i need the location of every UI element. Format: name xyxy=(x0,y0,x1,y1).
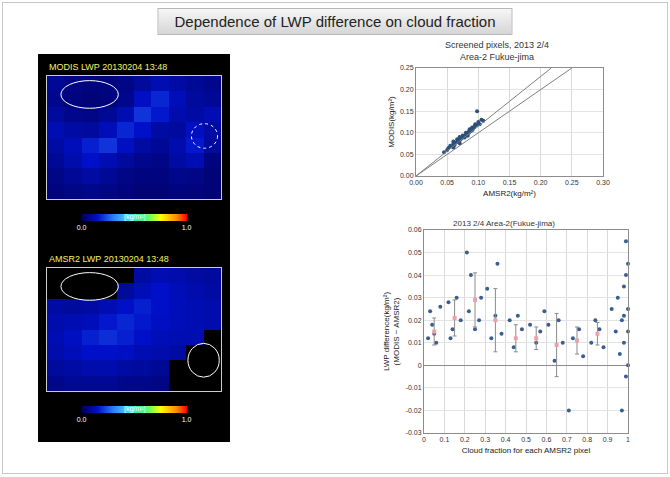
svg-text:-0.03: -0.03 xyxy=(406,429,422,436)
svg-text:LWP difference(kg/m²)(MODIS −: LWP difference(kg/m²)(MODIS − AMSR2) xyxy=(382,292,401,371)
svg-text:AMSR2 LWP 20130204 13:48: AMSR2 LWP 20130204 13:48 xyxy=(49,254,169,264)
svg-text:MODIS LWP 20130204 13:48: MODIS LWP 20130204 13:48 xyxy=(49,62,167,72)
svg-text:Screened pixels, 2013 2/4Area-: Screened pixels, 2013 2/4Area-2 Fukue-ji… xyxy=(445,40,549,62)
svg-text:0.15: 0.15 xyxy=(400,108,414,115)
svg-text:0.10: 0.10 xyxy=(400,129,414,136)
svg-text:0.15: 0.15 xyxy=(503,179,517,186)
svg-text:-0.02: -0.02 xyxy=(406,407,422,414)
svg-text:0.25: 0.25 xyxy=(565,179,579,186)
svg-text:0.0: 0.0 xyxy=(77,416,87,423)
svg-text:0.4: 0.4 xyxy=(501,436,511,443)
svg-text:1: 1 xyxy=(626,436,630,443)
svg-text:0.30: 0.30 xyxy=(596,179,610,186)
svg-text:2013 2/4 Area-2(Fukue-jima): 2013 2/4 Area-2(Fukue-jima) xyxy=(453,219,555,228)
svg-text:0.0: 0.0 xyxy=(77,224,87,231)
svg-text:0.20: 0.20 xyxy=(400,86,414,93)
svg-text:0.20: 0.20 xyxy=(534,179,548,186)
svg-text:0.2: 0.2 xyxy=(460,436,470,443)
svg-text:[kg/m²]: [kg/m²] xyxy=(124,405,145,413)
html-text:Dependence of LWP difference o: Dependence of LWP difference on cloud fr… xyxy=(174,13,496,30)
svg-text:0.03: 0.03 xyxy=(408,294,422,301)
svg-text:0.04: 0.04 xyxy=(408,272,422,279)
svg-text:0.1: 0.1 xyxy=(440,436,450,443)
svg-text:0.9: 0.9 xyxy=(603,436,613,443)
svg-text:0.00: 0.00 xyxy=(409,179,423,186)
svg-text:0.01: 0.01 xyxy=(408,339,422,346)
svg-text:0.25: 0.25 xyxy=(400,64,414,71)
svg-text:-0.01: -0.01 xyxy=(406,384,422,391)
svg-text:MODIS(kg/m²): MODIS(kg/m²) xyxy=(387,96,396,148)
svg-text:Cloud fraction for each AMSR2: Cloud fraction for each AMSR2 pixel xyxy=(462,446,591,455)
svg-text:0.5: 0.5 xyxy=(521,436,531,443)
svg-text:0.05: 0.05 xyxy=(400,151,414,158)
svg-text:0.8: 0.8 xyxy=(582,436,592,443)
svg-text:0.3: 0.3 xyxy=(480,436,490,443)
svg-text:0.00: 0.00 xyxy=(400,172,414,179)
svg-text:0.7: 0.7 xyxy=(562,436,572,443)
svg-text:0.02: 0.02 xyxy=(408,317,422,324)
svg-text:0.05: 0.05 xyxy=(440,179,454,186)
svg-text:[kg/m²]: [kg/m²] xyxy=(124,213,145,221)
svg-text:0: 0 xyxy=(418,362,422,369)
svg-text:1.0: 1.0 xyxy=(182,416,192,423)
svg-text:AMSR2(kg/m²): AMSR2(kg/m²) xyxy=(483,189,536,198)
svg-text:0.6: 0.6 xyxy=(542,436,552,443)
svg-text:0.06: 0.06 xyxy=(408,226,422,233)
svg-text:0.05: 0.05 xyxy=(408,249,422,256)
svg-text:1.0: 1.0 xyxy=(182,224,192,231)
svg-text:0.10: 0.10 xyxy=(472,179,486,186)
svg-text:0: 0 xyxy=(422,436,426,443)
